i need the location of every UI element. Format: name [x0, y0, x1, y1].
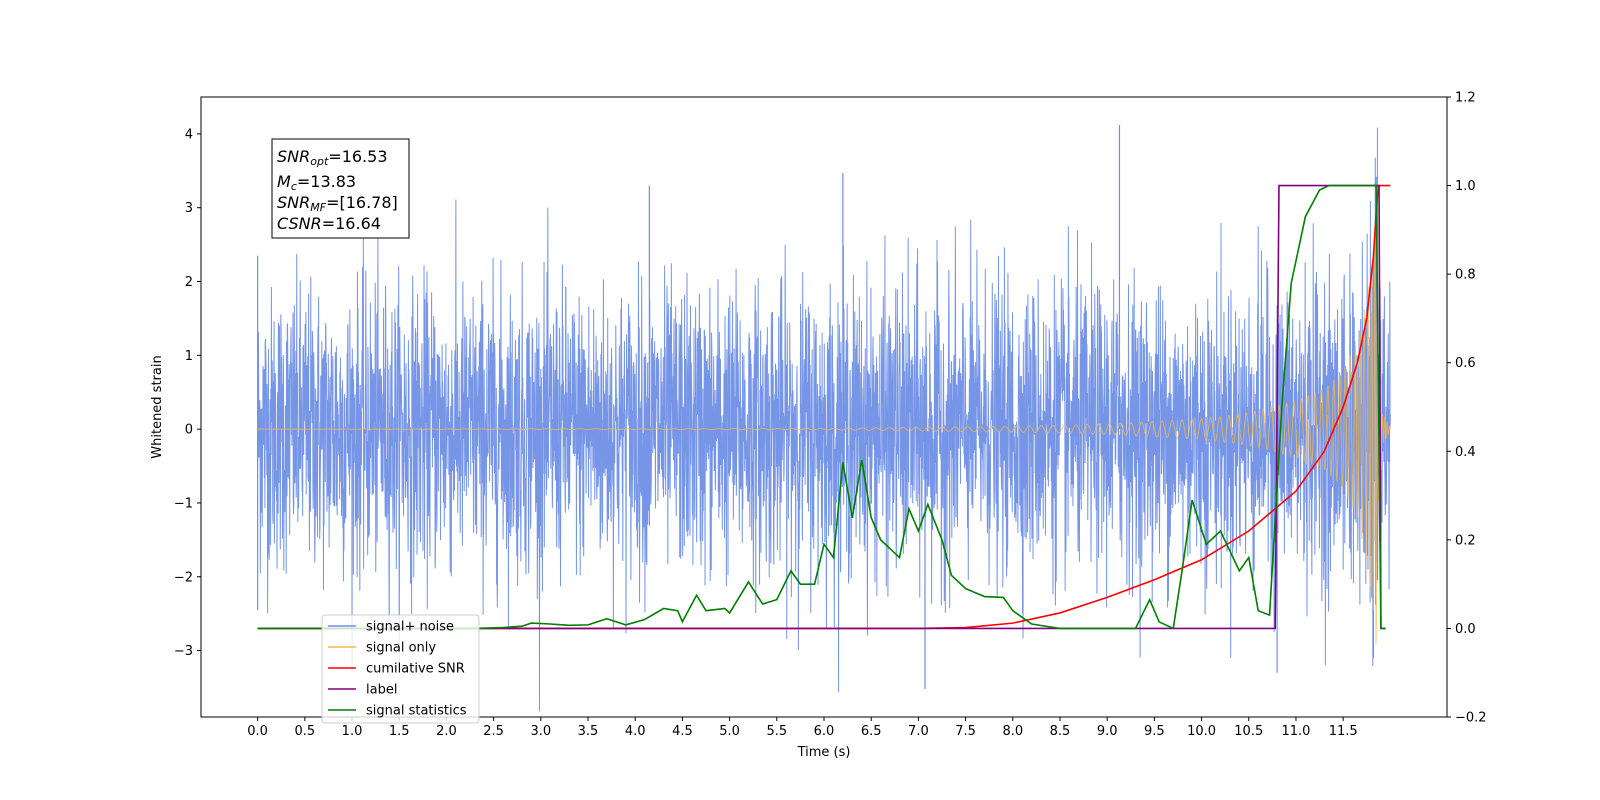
y-tick-label-right: 0.6 — [1455, 356, 1476, 371]
info-csnr: CSNR=16.64 — [277, 214, 381, 233]
y-tick-label-right: −0.2 — [1455, 711, 1487, 726]
x-tick-label: 3.0 — [530, 724, 551, 739]
y-tick-label-left: −2 — [174, 570, 193, 585]
x-axis: 0.0 0.5 1.0 1.5 2.0 2.5 3.0 3.5 4.0 4.5 5.0 5.5 6.0 6… — [247, 717, 1358, 739]
x-tick-label: 7.5 — [955, 724, 976, 739]
y-tick-label-right: 1.0 — [1455, 179, 1476, 194]
info-box-frame — [271, 138, 410, 239]
y-tick-label-left: 0 — [185, 423, 193, 438]
x-tick-label: 11.5 — [1329, 724, 1358, 739]
x-tick-label: 8.5 — [1050, 724, 1071, 739]
x-tick-label: 11.0 — [1281, 724, 1310, 739]
x-tick-label: 0.5 — [294, 724, 315, 739]
info-box: SNRopt=16.53 Mc=13.83 SNRMF=[16.78] CSNR… — [271, 138, 410, 239]
x-tick-label: 8.0 — [1002, 724, 1023, 739]
y-tick-label-left: 2 — [185, 275, 193, 290]
legend-label: cumilative SNR — [366, 662, 465, 677]
x-axis-label: Time (s) — [797, 745, 851, 760]
y-tick-label-right: 1.2 — [1455, 91, 1476, 106]
y-axis-right: −0.2 0.0 0.2 0.4 0.6 0.8 1.0 1.2 — [1447, 91, 1487, 726]
legend: signal+ noise signal only cumilative SNR la… — [321, 614, 480, 724]
legend-frame — [321, 614, 480, 724]
y-tick-label-left: −3 — [174, 644, 193, 659]
legend-label: signal+ noise — [366, 620, 454, 635]
x-tick-label: 2.0 — [436, 724, 457, 739]
series-layer — [257, 125, 1391, 712]
x-tick-label: 5.5 — [766, 724, 787, 739]
y-tick-label-left: 4 — [185, 127, 193, 142]
x-tick-label: 1.0 — [342, 724, 363, 739]
series-signal-noise — [257, 127, 1391, 712]
y-axis-left: −3 −2 −1 0 1 2 3 4 — [174, 127, 201, 659]
legend-label: signal statistics — [366, 704, 467, 719]
x-tick-label: 4.5 — [672, 724, 693, 739]
series-signal-statistics — [257, 184, 1386, 630]
x-tick-label: 9.5 — [1144, 724, 1165, 739]
y-tick-label-right: 0.2 — [1455, 533, 1476, 548]
x-tick-label: 6.5 — [861, 724, 882, 739]
series-signal-only — [257, 227, 1391, 645]
y-axis-label: Whitened strain — [150, 355, 165, 458]
x-tick-label: 3.5 — [578, 724, 599, 739]
info-mc: Mc=13.83 — [277, 172, 356, 193]
x-tick-label: 6.0 — [814, 724, 835, 739]
y-tick-label-left: 3 — [185, 201, 193, 216]
legend-label: label — [366, 683, 397, 698]
series-cumulative-snr — [257, 184, 1391, 630]
x-tick-label: 7.0 — [908, 724, 929, 739]
x-tick-label: 0.0 — [247, 724, 268, 739]
x-tick-label: 10.0 — [1187, 724, 1216, 739]
y-tick-label-right: 0.0 — [1455, 622, 1476, 637]
x-tick-label: 9.0 — [1097, 724, 1118, 739]
x-tick-label: 2.5 — [483, 724, 504, 739]
info-snr-opt: SNRopt=16.53 — [277, 147, 388, 168]
x-tick-label: 1.5 — [389, 724, 410, 739]
x-tick-label: 4.0 — [625, 724, 646, 739]
y-tick-label-left: 1 — [185, 349, 193, 364]
y-tick-label-right: 0.8 — [1455, 268, 1476, 283]
y-tick-label-right: 0.4 — [1455, 445, 1476, 460]
legend-label: signal only — [366, 641, 436, 656]
info-snr-mf: SNRMF=[16.78] — [277, 193, 398, 214]
x-tick-label: 10.5 — [1234, 724, 1263, 739]
x-tick-label: 5.0 — [719, 724, 740, 739]
y-tick-label-left: −1 — [174, 496, 193, 511]
